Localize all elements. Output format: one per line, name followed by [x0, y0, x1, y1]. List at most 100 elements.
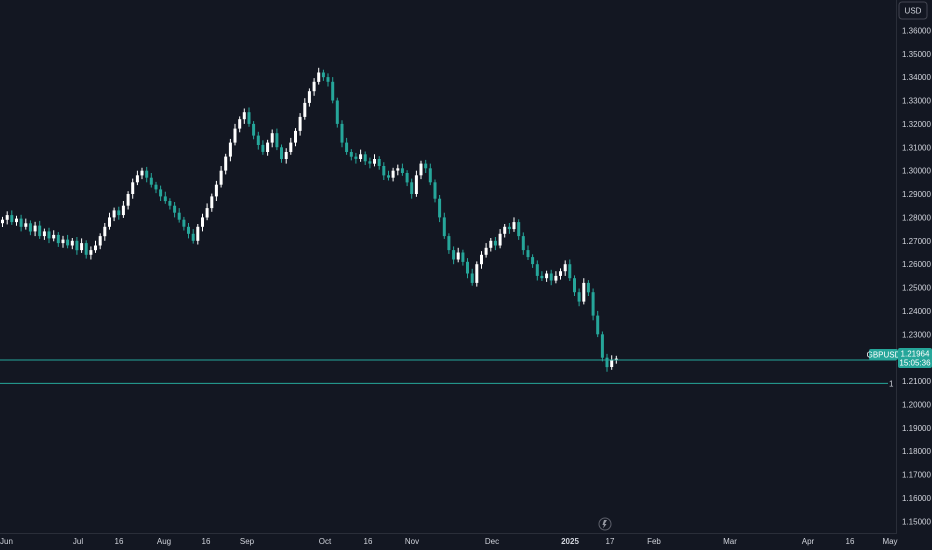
arrow-circle-icon[interactable]: [598, 517, 612, 531]
candle: [568, 259, 572, 281]
candle: [187, 223, 190, 239]
candle: [252, 121, 256, 140]
candle: [331, 77, 335, 104]
price-axis[interactable]: 1.36000 1.35000 1.34000 1.33000 1.32000 1.310…: [896, 0, 932, 550]
time-axis-background: [0, 534, 897, 550]
candle: [284, 148, 288, 164]
candle: [294, 128, 297, 147]
candle: [168, 198, 172, 210]
candle: [475, 261, 479, 287]
candle: [368, 157, 372, 169]
candle: [535, 260, 539, 281]
candle: [419, 160, 423, 180]
time-tick-label: Jun: [0, 537, 13, 546]
time-tick-label: 16: [115, 537, 124, 546]
time-tick-label: Oct: [319, 537, 332, 546]
price-tick-label: 1.19000: [902, 424, 931, 433]
candle: [70, 238, 74, 250]
price-tick-label: 1.20000: [902, 400, 931, 409]
candle: [573, 275, 576, 296]
candle: [545, 270, 549, 282]
candle: [261, 140, 265, 155]
price-tick-label: 1.23000: [902, 330, 931, 339]
candle: [75, 237, 79, 255]
candle: [466, 258, 469, 279]
candle: [317, 67, 321, 85]
price-tick-label: 1.16000: [902, 494, 931, 503]
time-tick-label: 16: [364, 537, 373, 546]
candle: [80, 238, 84, 253]
candle: [517, 219, 521, 240]
candle: [56, 232, 60, 247]
candle: [149, 173, 153, 188]
price-tick-label: 1.26000: [902, 260, 931, 269]
candle: [359, 149, 363, 162]
candle: [289, 137, 293, 155]
currency-button-label: USD: [905, 7, 922, 16]
candle: [247, 107, 251, 127]
candle: [373, 154, 376, 167]
time-tick-label: 16: [202, 537, 211, 546]
candle: [238, 116, 242, 133]
candle: [452, 246, 456, 265]
price-tick-label: 1.18000: [902, 447, 931, 456]
candle: [610, 355, 614, 370]
candle: [112, 207, 116, 222]
candle: [498, 229, 502, 249]
candle: [424, 159, 428, 173]
candle: [201, 213, 204, 232]
candle: [52, 230, 56, 242]
candle: [605, 353, 609, 372]
symbol-tag[interactable]: GBPUSD: [867, 349, 901, 360]
candle: [321, 69, 325, 81]
candle: [480, 251, 483, 269]
candle: [177, 208, 181, 223]
time-tick-label: Sep: [240, 537, 255, 546]
candle: [205, 203, 209, 221]
candle: [345, 137, 349, 155]
time-tick-label: May: [882, 537, 897, 546]
time-tick-label: Mar: [723, 537, 737, 546]
candle: [24, 218, 28, 230]
candle: [438, 195, 442, 223]
price-tick-label: 1.25000: [902, 284, 931, 293]
price-tick-label: 1.36000: [902, 26, 931, 35]
price-tick-label: 1.24000: [902, 307, 931, 316]
countdown-label: 15:05:36: [899, 359, 931, 368]
time-tick-label: 17: [606, 537, 615, 546]
candle: [400, 163, 404, 176]
candle: [428, 163, 432, 186]
candle: [228, 138, 232, 162]
candle: [210, 193, 214, 212]
time-axis[interactable]: Jun Jul 16 Aug 16 Sep Oct 16 Nov Dec 2025 17 Feb Mar A…: [0, 533, 898, 550]
candle: [131, 178, 135, 199]
candle: [563, 260, 567, 276]
candle: [410, 178, 414, 199]
candle: [47, 227, 51, 244]
candle: [191, 229, 195, 244]
candle: [349, 149, 353, 161]
price-tick-label: 1.33000: [902, 97, 931, 106]
candle: [154, 181, 158, 194]
candle: [303, 98, 307, 120]
candle: [94, 240, 97, 253]
candle: [433, 179, 437, 203]
candle: [270, 129, 274, 148]
candle: [526, 245, 530, 260]
candle-series: [1, 67, 618, 372]
price-tick-label: 1.21000: [902, 377, 931, 386]
candle: [121, 201, 125, 218]
candle: [591, 288, 595, 321]
candle: [456, 247, 460, 263]
time-tick-label: Jul: [73, 537, 83, 546]
time-tick-label: Feb: [647, 537, 661, 546]
time-tick-label: Apr: [802, 537, 815, 546]
currency-button[interactable]: USD: [898, 1, 928, 20]
candle: [507, 223, 511, 234]
candle: [98, 233, 102, 250]
candle: [135, 170, 139, 186]
level-line[interactable]: 1: [0, 379, 894, 388]
candle: [391, 167, 395, 182]
candle: [108, 212, 111, 230]
